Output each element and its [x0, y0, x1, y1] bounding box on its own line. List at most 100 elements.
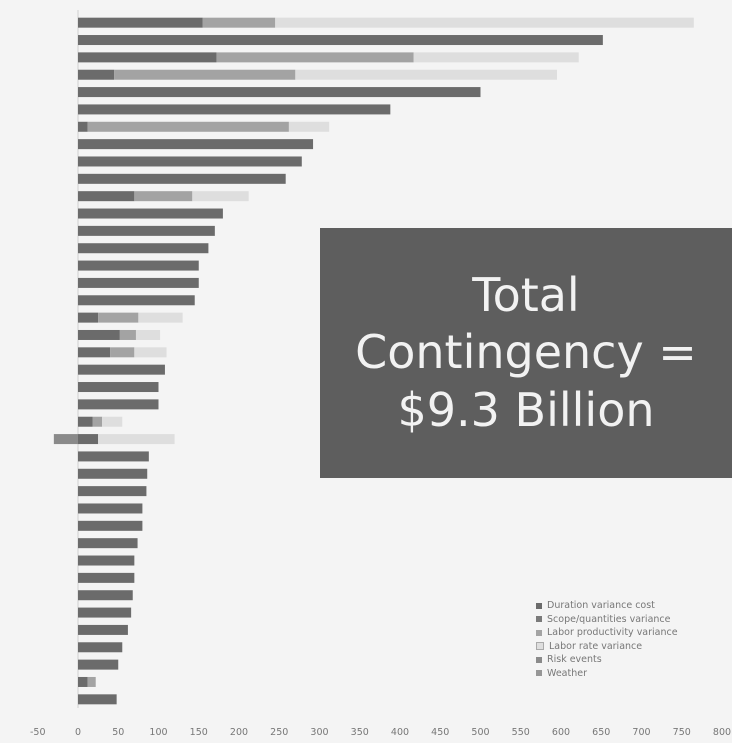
- bar-segment: [78, 503, 143, 514]
- bar-segment: [53, 434, 78, 445]
- x-tick-label: 200: [230, 727, 248, 738]
- bar-segment: [78, 69, 115, 80]
- bar-segment: [134, 347, 167, 358]
- legend-item: Risk events: [536, 653, 716, 667]
- bar-segment: [413, 52, 579, 63]
- bar-segment: [275, 17, 694, 28]
- bar-segment: [78, 572, 135, 583]
- legend-swatch-icon: [536, 629, 542, 636]
- x-tick-label: -50: [30, 727, 46, 738]
- bar-segment: [78, 312, 99, 323]
- x-tick-label: 400: [391, 727, 409, 738]
- bar-segment: [192, 191, 249, 202]
- callout-line-2: Contingency =: [355, 325, 697, 380]
- bar-segment: [78, 468, 148, 479]
- x-tick-label: 800: [713, 727, 731, 738]
- bar-segment: [78, 607, 132, 618]
- bar-segment: [78, 694, 117, 705]
- legend-swatch-icon: [536, 616, 542, 623]
- legend-item: Scope/quantities variance: [536, 613, 716, 627]
- bar-segment: [78, 590, 133, 601]
- bar-segment: [78, 52, 217, 63]
- bar-segment: [78, 104, 391, 115]
- bar-segment: [110, 347, 135, 358]
- legend-item: Labor productivity variance: [536, 626, 716, 640]
- x-tick-label: 450: [431, 727, 449, 738]
- bar-segment: [98, 312, 139, 323]
- bar-segment: [78, 416, 93, 427]
- legend-swatch-icon: [536, 670, 542, 677]
- bar-segment: [78, 87, 481, 98]
- bar-segment: [78, 538, 138, 549]
- bar-segment: [78, 156, 302, 167]
- bar-segment: [78, 260, 199, 271]
- legend-label: Duration variance cost: [547, 600, 655, 612]
- bar-segment: [78, 486, 147, 497]
- legend-swatch-icon: [536, 656, 542, 663]
- bar-segment: [78, 208, 223, 219]
- bar-segment: [78, 364, 165, 375]
- bar-segment: [114, 69, 296, 80]
- legend-swatch-icon: [536, 642, 544, 651]
- bar-segment: [78, 520, 143, 531]
- bar-segment: [78, 277, 199, 288]
- bar-segment: [78, 434, 99, 445]
- bar-segment: [78, 295, 195, 306]
- x-tick-label: 750: [673, 727, 691, 738]
- bar-segment: [78, 173, 286, 184]
- legend-label: Labor rate variance: [549, 640, 643, 652]
- legend-swatch-icon: [536, 602, 542, 609]
- bar-segment: [78, 555, 135, 566]
- bar-segment: [102, 416, 123, 427]
- bar-segment: [78, 35, 603, 46]
- x-tick-label: 500: [471, 727, 489, 738]
- bar-segment: [98, 434, 175, 445]
- bar-segment: [135, 329, 161, 340]
- legend-label: Weather: [547, 667, 587, 679]
- bar-segment: [202, 17, 276, 28]
- bar-segment: [78, 659, 119, 670]
- bar-segment: [78, 399, 159, 410]
- x-tick-label: 150: [190, 727, 208, 738]
- bar-segment: [87, 121, 289, 132]
- x-tick-label: 350: [351, 727, 369, 738]
- legend-label: Labor productivity variance: [547, 627, 678, 639]
- callout-line-1: Total: [472, 267, 580, 322]
- legend-item: Duration variance cost: [536, 599, 716, 613]
- bar-segment: [78, 225, 215, 236]
- bar-segment: [87, 676, 96, 687]
- bar-segment: [78, 347, 111, 358]
- bar-segment: [134, 191, 193, 202]
- bar-segment: [78, 243, 209, 254]
- x-tick-label: 550: [512, 727, 530, 738]
- bar-segment: [78, 139, 314, 150]
- bar-segment: [78, 451, 149, 462]
- x-tick-label: 50: [112, 727, 124, 738]
- bar-segment: [78, 191, 135, 202]
- bar-segment: [138, 312, 183, 323]
- bar-segment: [78, 329, 120, 340]
- legend-item: Weather: [536, 667, 716, 681]
- x-tick-label: 700: [632, 727, 650, 738]
- x-tick-label: 100: [149, 727, 167, 738]
- legend-item: Labor rate variance: [536, 640, 716, 654]
- bar-segment: [78, 642, 123, 653]
- x-tick-label: 650: [592, 727, 610, 738]
- bar-segment: [216, 52, 414, 63]
- bar-segment: [295, 69, 557, 80]
- bar-segment: [92, 416, 103, 427]
- total-contingency-callout: Total Contingency = $9.3 Billion: [320, 228, 732, 478]
- bar-segment: [78, 17, 203, 28]
- legend-label: Risk events: [547, 654, 602, 666]
- bar-segment: [119, 329, 136, 340]
- x-tick-label: 300: [310, 727, 328, 738]
- legend: Duration variance cost Scope/quantities …: [536, 599, 716, 680]
- x-tick-label: 250: [270, 727, 288, 738]
- bar-segment: [78, 676, 88, 687]
- bar-segment: [288, 121, 330, 132]
- legend-label: Scope/quantities variance: [547, 613, 671, 625]
- x-tick-label: 600: [552, 727, 570, 738]
- bar-segment: [78, 382, 159, 393]
